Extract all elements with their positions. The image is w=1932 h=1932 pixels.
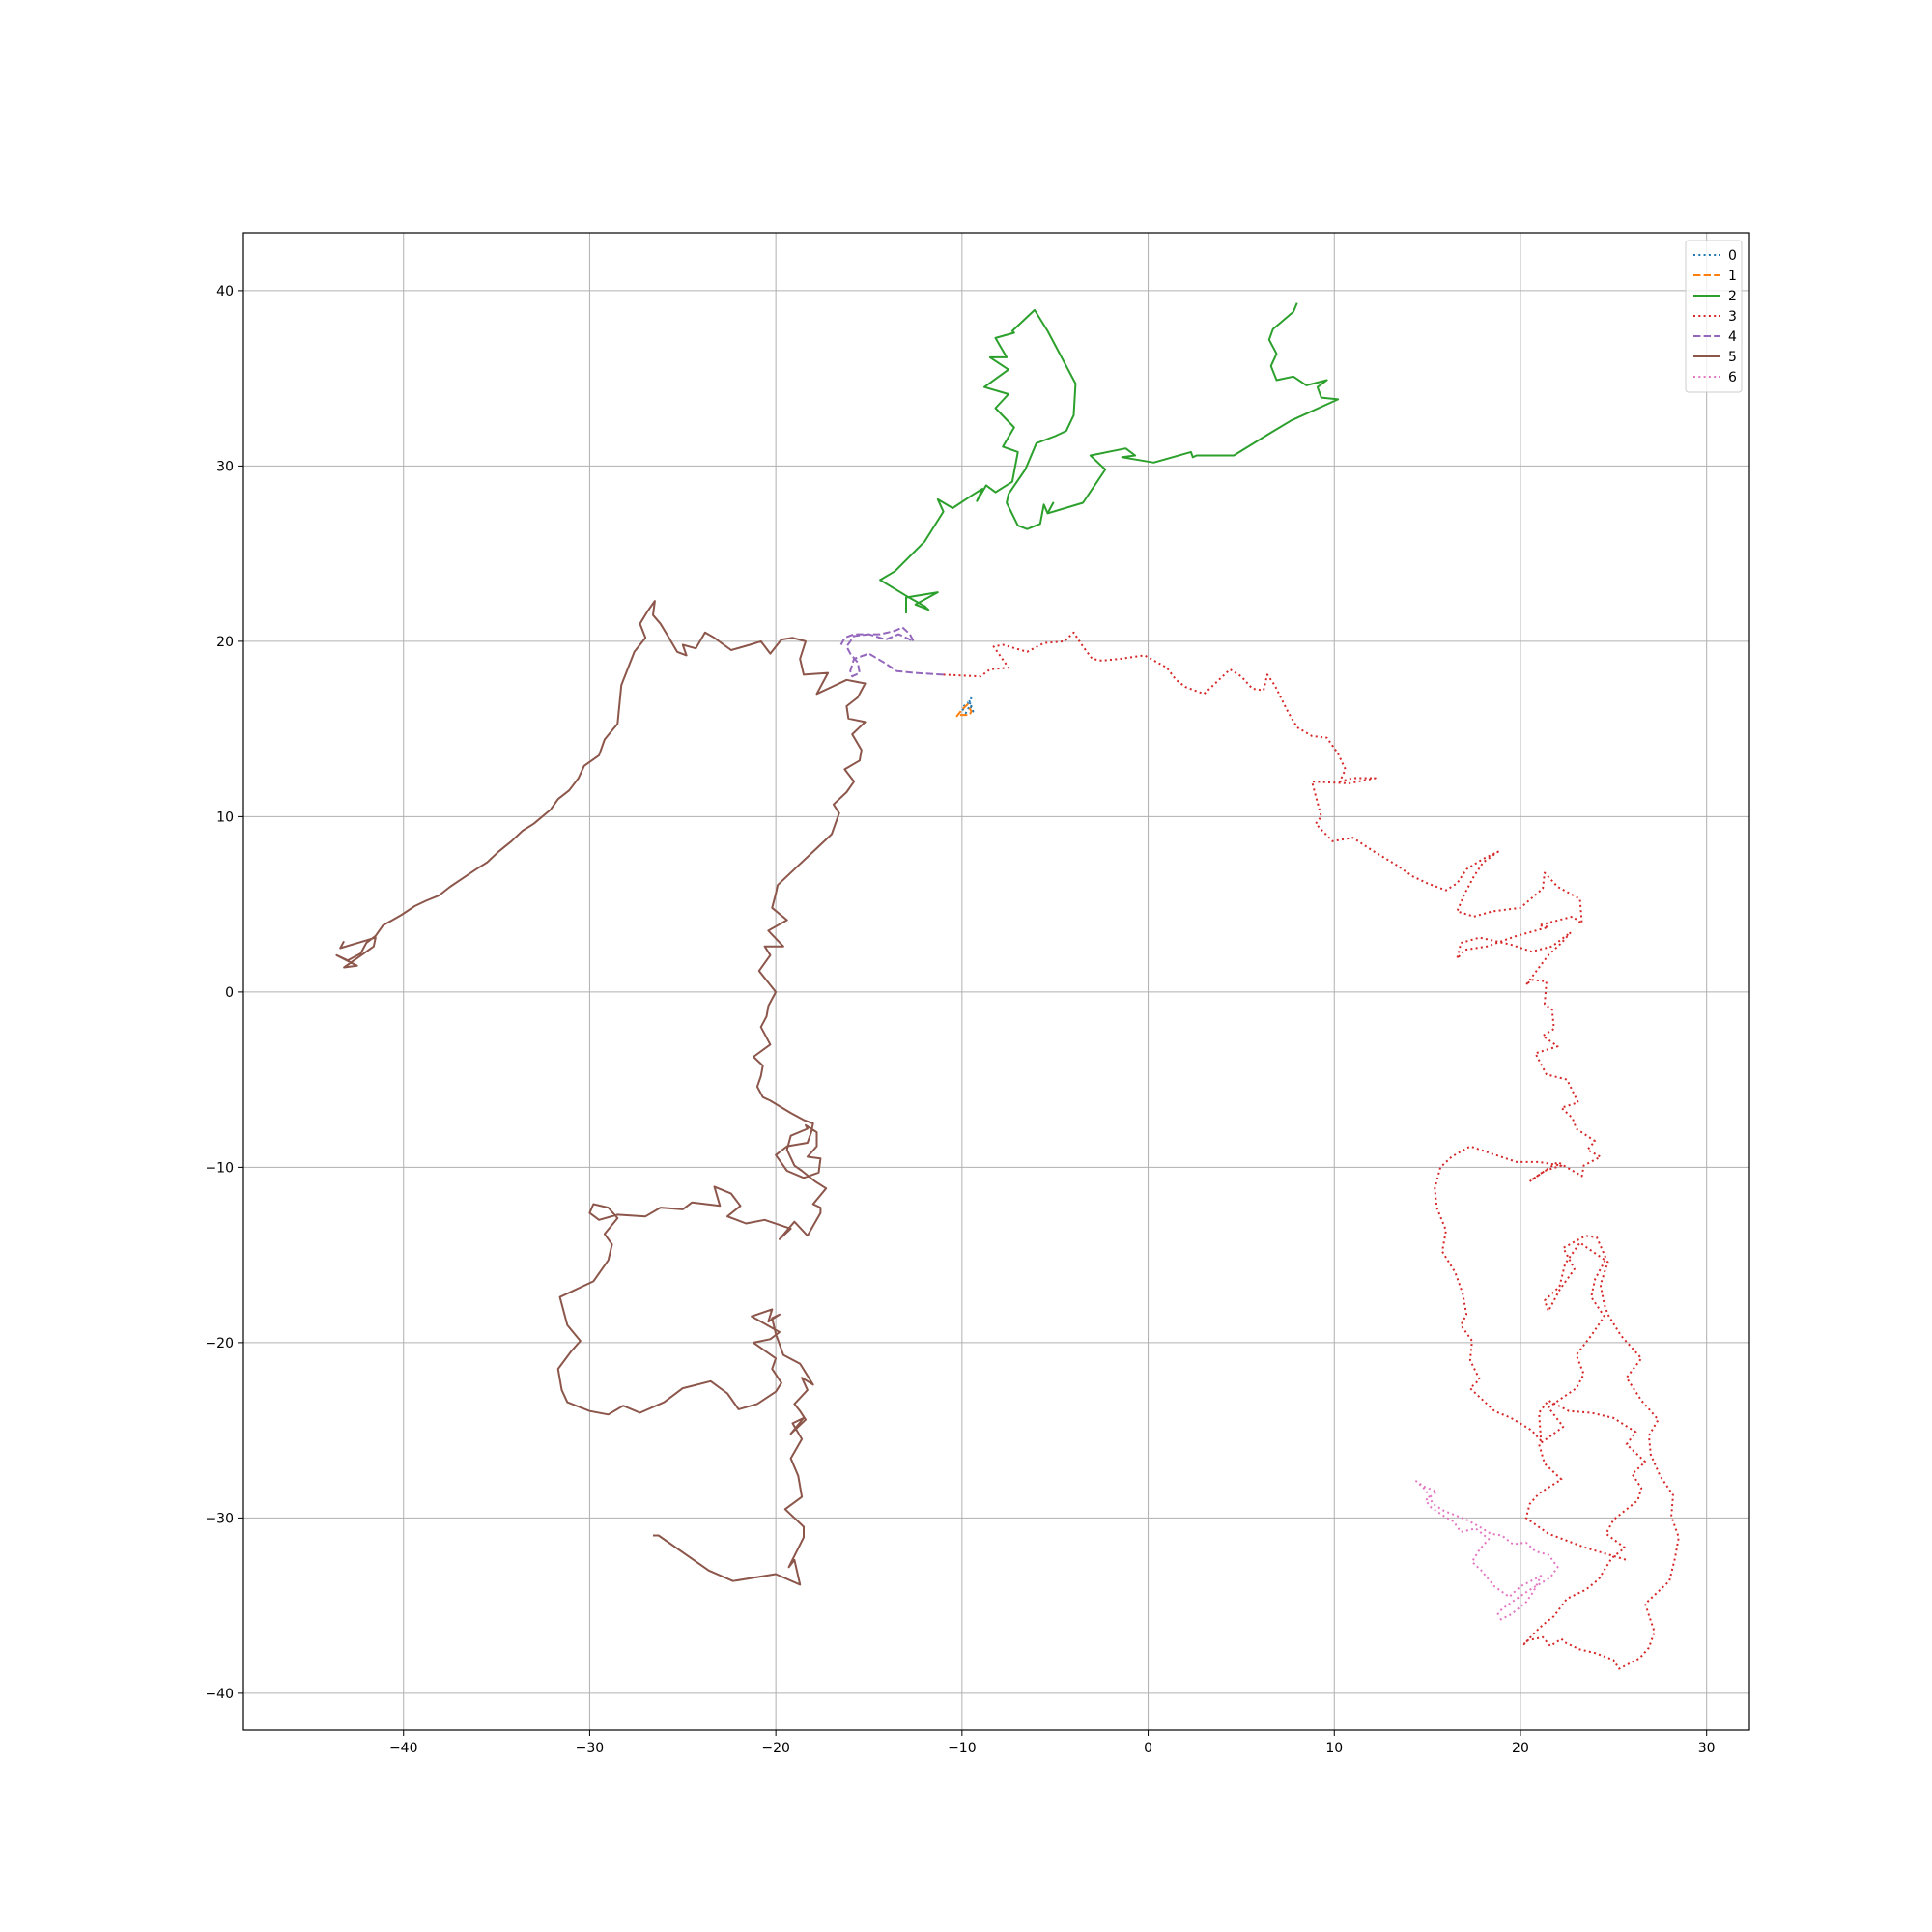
y-tick-label: 40 — [216, 284, 234, 299]
legend-label: 6 — [1728, 370, 1737, 385]
grid — [243, 233, 1749, 1730]
y-tick-label: 0 — [225, 985, 234, 1001]
legend-label: 0 — [1728, 248, 1737, 264]
y-tick-label: 30 — [216, 459, 234, 474]
legend: 0 1 2 3 4 5 6 — [1685, 240, 1743, 393]
y-tick-label: −10 — [205, 1160, 234, 1176]
y-tick-label: −20 — [205, 1336, 234, 1351]
x-tick-label: −20 — [761, 1741, 790, 1756]
y-tick-label: −40 — [205, 1687, 234, 1702]
series-line-5 — [335, 600, 867, 1586]
legend-label: 1 — [1728, 269, 1737, 284]
y-tick-label: −30 — [205, 1511, 234, 1526]
x-tick-label: −40 — [389, 1741, 418, 1756]
x-tick-label: 10 — [1325, 1741, 1343, 1756]
legend-box — [1685, 240, 1743, 393]
plot-lines — [335, 302, 1680, 1670]
x-tick-label: 20 — [1512, 1741, 1529, 1756]
legend-label: 2 — [1728, 289, 1737, 304]
series-line-4 — [839, 626, 944, 678]
series-line-1 — [955, 703, 973, 718]
series-line-2 — [879, 302, 1340, 613]
axis-ticks: −40 −30 −20 −10 0 10 20 30 −40 −30 −20 −10 0 10 20 30 40 — [205, 284, 1715, 1756]
legend-label: 4 — [1728, 329, 1737, 345]
x-tick-label: −10 — [948, 1741, 977, 1756]
x-tick-label: −30 — [576, 1741, 605, 1756]
y-tick-label: 20 — [216, 635, 234, 650]
legend-label: 3 — [1728, 309, 1737, 325]
series-line-6 — [1415, 1480, 1559, 1621]
axes-frame — [242, 232, 1750, 1731]
x-tick-label: 30 — [1698, 1741, 1716, 1756]
y-tick-label: 10 — [216, 810, 234, 825]
series-line-0 — [960, 696, 975, 715]
x-tick-label: 0 — [1144, 1741, 1152, 1756]
legend-label: 5 — [1728, 350, 1737, 365]
